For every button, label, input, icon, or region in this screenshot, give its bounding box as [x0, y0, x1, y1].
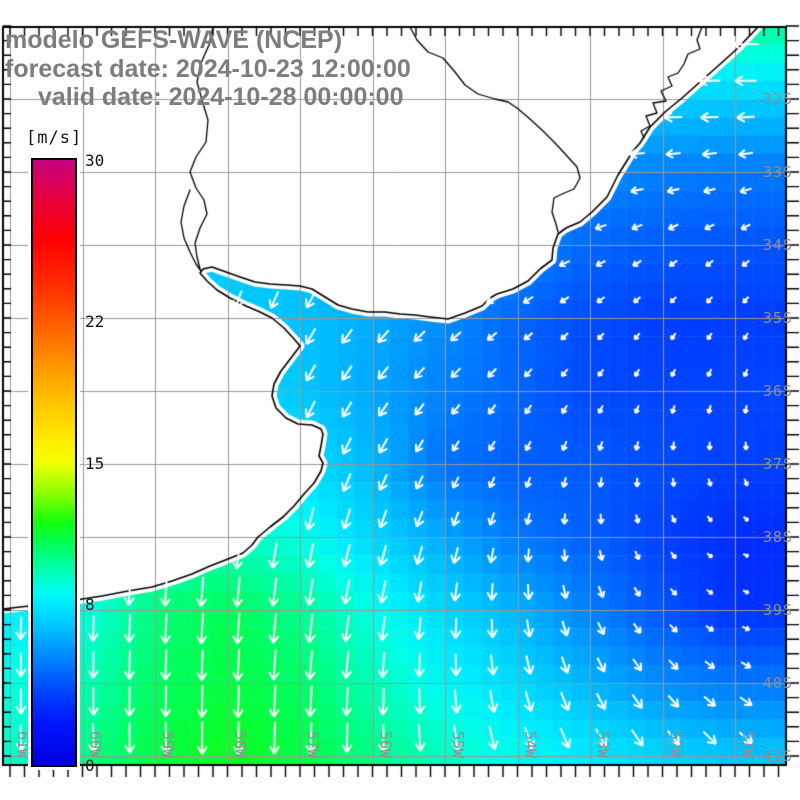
map-title: modelo GEFS-WAVE (NCEP) forecast date: 2… [5, 26, 411, 112]
model-name-title: modelo GEFS-WAVE (NCEP) [5, 26, 343, 54]
lon-axis-label: 58W [231, 731, 250, 759]
valid-date-line: valid date: 2024-10-28 00:00:00 [38, 83, 404, 111]
lat-axis-label: 34S [762, 236, 793, 254]
lon-axis-label: 56W [376, 731, 395, 759]
colorbar-unit-label: [m/s] [26, 128, 83, 148]
lon-axis-label: 52W [666, 731, 685, 759]
lat-axis-label: 39S [762, 601, 793, 619]
lat-axis-label: 41S [762, 747, 793, 765]
colorbar-tick-label: 30 [85, 151, 105, 170]
lat-axis-label: 37S [762, 455, 793, 473]
lon-axis-label: 55W [449, 731, 467, 759]
lon-axis-label: 57W [304, 731, 322, 759]
colorbar-tick-label: 15 [85, 453, 105, 473]
lat-axis-label: 36S [762, 382, 793, 400]
lon-axis-label: 54W [521, 731, 540, 759]
lat-axis-label: 40S [762, 674, 793, 692]
colorbar-tick-label: 22 [85, 312, 105, 332]
colorbar-tick-label: 8 [85, 594, 95, 614]
lon-axis-label: 59W [159, 731, 177, 759]
colorbar [31, 158, 77, 767]
lon-axis-label: 60W [86, 731, 105, 759]
lat-axis-label: 35S [762, 309, 793, 327]
lon-axis-label: 51W [739, 731, 757, 759]
lat-axis-label: 32S [762, 90, 793, 108]
forecast-date-line: forecast date: 2024-10-23 12:00:00 [5, 54, 411, 83]
lat-axis-label: 33S [762, 163, 793, 181]
colorbar-tick-label: 0 [85, 756, 95, 775]
lon-axis-label: 61W [14, 731, 32, 759]
lat-axis-label: 38S [762, 528, 793, 546]
lon-axis-label: 53W [594, 731, 612, 759]
